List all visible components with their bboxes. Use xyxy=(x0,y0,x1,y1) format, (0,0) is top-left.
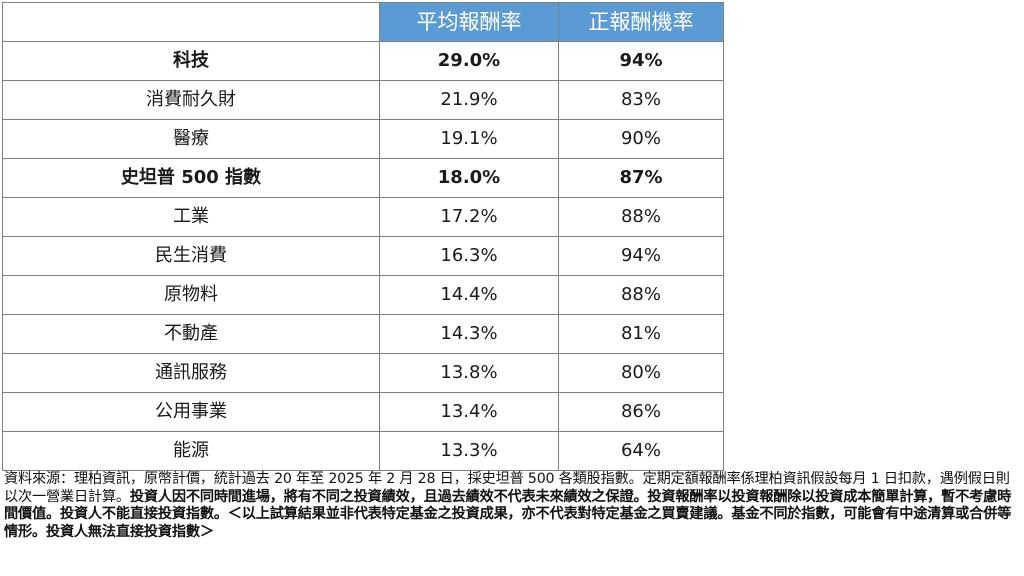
table-row: 科技 29.0% 94% xyxy=(2,41,724,81)
average-return-cell: 19.1% xyxy=(379,119,559,159)
sector-name-cell: 民生消費 xyxy=(2,236,380,276)
sector-returns-table: 平均報酬率 正報酬機率 科技 29.0% 94% 消費耐久財 21.9% 83% 醫療 19.… xyxy=(2,2,724,471)
sector-name-cell: 消費耐久財 xyxy=(2,80,380,120)
table-header-row: 平均報酬率 正報酬機率 xyxy=(2,2,724,42)
average-return-cell: 29.0% xyxy=(379,41,559,81)
average-return-cell: 13.3% xyxy=(379,431,559,471)
average-return-cell: 18.0% xyxy=(379,158,559,198)
average-return-cell: 21.9% xyxy=(379,80,559,120)
table-row: 民生消費 16.3% 94% xyxy=(2,236,724,276)
positive-probability-cell: 88% xyxy=(558,275,724,315)
positive-probability-cell: 64% xyxy=(558,431,724,471)
positive-probability-cell: 90% xyxy=(558,119,724,159)
returns-table-container: 平均報酬率 正報酬機率 科技 29.0% 94% 消費耐久財 21.9% 83% 醫療 19.… xyxy=(2,2,724,471)
header-average-return: 平均報酬率 xyxy=(379,2,559,42)
header-corner-cell xyxy=(2,2,380,42)
positive-probability-cell: 86% xyxy=(558,392,724,432)
average-return-cell: 16.3% xyxy=(379,236,559,276)
sector-name-cell: 科技 xyxy=(2,41,380,81)
table-body: 科技 29.0% 94% 消費耐久財 21.9% 83% 醫療 19.1% 90% 史坦普 500… xyxy=(2,41,724,471)
average-return-cell: 14.4% xyxy=(379,275,559,315)
sector-name-cell: 史坦普 500 指數 xyxy=(2,158,380,198)
table-row: 醫療 19.1% 90% xyxy=(2,119,724,159)
positive-probability-cell: 83% xyxy=(558,80,724,120)
footnote-warning-text: 投資人因不同時間進場，將有不同之投資績效，且過去績效不代表未來績效之保證。投資報… xyxy=(4,488,1012,540)
positive-probability-cell: 81% xyxy=(558,314,724,354)
sector-name-cell: 公用事業 xyxy=(2,392,380,432)
disclaimer-footnote: 資料來源：理柏資訊，原幣計價，統計過去 20 年至 2025 年 2 月 28 … xyxy=(4,471,1022,541)
sector-name-cell: 不動產 xyxy=(2,314,380,354)
average-return-cell: 13.8% xyxy=(379,353,559,393)
table-row: 能源 13.3% 64% xyxy=(2,431,724,471)
positive-probability-cell: 87% xyxy=(558,158,724,198)
table-row: 公用事業 13.4% 86% xyxy=(2,392,724,432)
sector-name-cell: 醫療 xyxy=(2,119,380,159)
average-return-cell: 14.3% xyxy=(379,314,559,354)
table-row: 通訊服務 13.8% 80% xyxy=(2,353,724,393)
positive-probability-cell: 94% xyxy=(558,236,724,276)
average-return-cell: 17.2% xyxy=(379,197,559,237)
average-return-cell: 13.4% xyxy=(379,392,559,432)
sector-name-cell: 能源 xyxy=(2,431,380,471)
footnote-source-text: 資料來源：理柏資訊，原幣計價，統計過去 20 年至 2025 年 2 月 28 … xyxy=(4,471,1010,505)
table-row: 不動產 14.3% 81% xyxy=(2,314,724,354)
sector-name-cell: 通訊服務 xyxy=(2,353,380,393)
positive-probability-cell: 88% xyxy=(558,197,724,237)
positive-probability-cell: 94% xyxy=(558,41,724,81)
header-positive-probability: 正報酬機率 xyxy=(558,2,724,42)
sector-name-cell: 工業 xyxy=(2,197,380,237)
table-row: 工業 17.2% 88% xyxy=(2,197,724,237)
positive-probability-cell: 80% xyxy=(558,353,724,393)
sector-name-cell: 原物料 xyxy=(2,275,380,315)
table-row: 消費耐久財 21.9% 83% xyxy=(2,80,724,120)
table-row: 原物料 14.4% 88% xyxy=(2,275,724,315)
table-row: 史坦普 500 指數 18.0% 87% xyxy=(2,158,724,198)
